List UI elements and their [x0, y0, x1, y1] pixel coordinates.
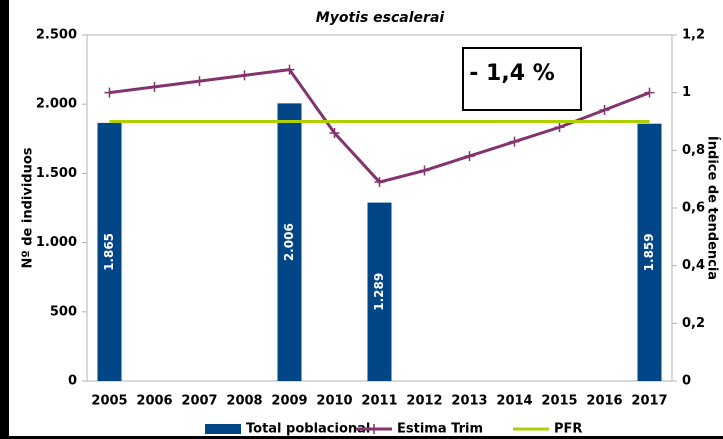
y-tick-label: 2.000 — [36, 97, 77, 112]
y2-axis-label: Índice de tendencia — [705, 136, 721, 280]
x-tick-label: 2011 — [361, 394, 397, 409]
line-marker — [239, 70, 250, 81]
line-marker — [149, 81, 160, 92]
y2-tick-label: 0,2 — [682, 316, 705, 331]
x-tick-label: 2016 — [586, 394, 622, 409]
frame-left — [0, 0, 9, 439]
x-tick-label: 2006 — [136, 394, 172, 409]
x-tick-label: 2005 — [91, 394, 127, 409]
y-tick-label: 500 — [50, 304, 77, 319]
line-marker — [464, 151, 475, 162]
y2-tick-label: 0,8 — [682, 143, 705, 158]
x-tick-label: 2014 — [496, 394, 532, 409]
line-marker — [509, 136, 520, 147]
y-tick-label: 1.500 — [36, 166, 77, 181]
bar — [367, 202, 392, 381]
value-label: 2.006 — [282, 223, 296, 261]
x-tick-label: 2010 — [316, 394, 352, 409]
x-tick-label: 2009 — [271, 394, 307, 409]
line-marker — [374, 177, 385, 188]
bar — [97, 122, 122, 381]
value-label: 1.859 — [642, 233, 656, 271]
line-marker — [599, 104, 610, 115]
line-marker — [419, 165, 430, 176]
line-marker — [554, 122, 565, 133]
bar — [277, 103, 302, 381]
y-tick-label: 1.000 — [36, 235, 77, 250]
legend-label: Total poblacional — [246, 422, 370, 437]
legend-swatch — [205, 424, 241, 434]
line-marker — [104, 87, 115, 98]
x-tick-label: 2013 — [451, 394, 487, 409]
bar — [637, 123, 662, 381]
x-tick-label: 2012 — [406, 394, 442, 409]
line-marker — [284, 64, 295, 75]
y-tick-label: 2.500 — [36, 28, 77, 43]
x-tick-label: 2015 — [541, 394, 577, 409]
annotation: - 1,4 % — [469, 61, 554, 86]
chart-title: Myotis escalerai — [316, 10, 445, 26]
legend-marker — [369, 424, 379, 434]
y-tick-label: 0 — [68, 374, 77, 389]
legend-label: PFR — [554, 422, 582, 437]
annotation-box — [462, 47, 582, 111]
y2-tick-label: 0 — [682, 374, 691, 389]
x-tick-label: 2008 — [226, 394, 262, 409]
frame-bottom — [0, 436, 723, 439]
y2-tick-label: 1,2 — [682, 28, 705, 43]
y-axis-label: Nº de individuos — [21, 147, 36, 268]
line-marker — [644, 87, 655, 98]
value-label: 1.289 — [372, 273, 386, 311]
x-tick-label: 2017 — [631, 394, 667, 409]
x-tick-label: 2007 — [181, 394, 217, 409]
y2-tick-label: 1 — [682, 85, 691, 100]
y2-tick-label: 0,6 — [682, 201, 705, 216]
y2-tick-label: 0,4 — [682, 258, 705, 273]
value-label: 1.865 — [102, 233, 116, 271]
line-marker — [194, 76, 205, 87]
line-marker — [329, 128, 340, 139]
legend-label: Estima Trim — [397, 422, 483, 437]
